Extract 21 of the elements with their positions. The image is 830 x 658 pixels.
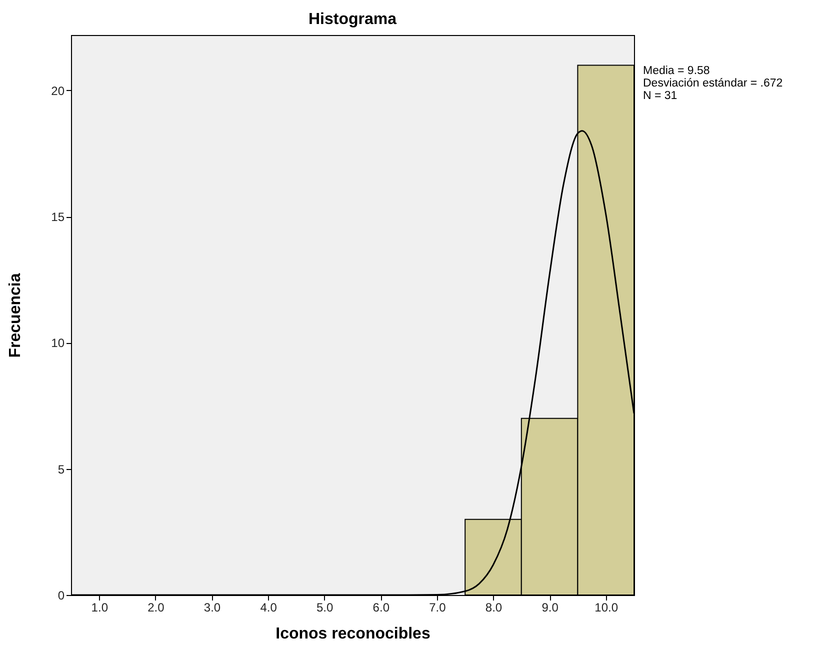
- chart-title: Histograma: [308, 11, 397, 28]
- text: Media = 9.58: [643, 65, 710, 77]
- x-tick-label: 7.0: [429, 600, 446, 614]
- text: N = 31: [643, 90, 678, 102]
- x-tick-label: 8.0: [485, 600, 502, 614]
- y-tick-label: 15: [51, 210, 65, 224]
- y-tick-label: 5: [58, 462, 65, 476]
- x-tick-label: 10.0: [594, 600, 618, 614]
- y-tick-label: 10: [51, 336, 65, 350]
- x-tick-label: 1.0: [91, 600, 108, 614]
- text: Desviación estándar = .672: [643, 78, 783, 90]
- y-axis-title: Frecuencia: [7, 273, 24, 358]
- x-tick-label: 9.0: [542, 600, 559, 614]
- y-tick-label: 20: [51, 84, 65, 98]
- x-tick-label: 5.0: [316, 600, 334, 614]
- y-tick-label: 0: [58, 588, 65, 602]
- x-tick-label: 2.0: [148, 600, 165, 614]
- x-tick-label: 6.0: [372, 600, 390, 614]
- x-tick-label: 3.0: [204, 600, 221, 614]
- x-axis-title: Iconos reconocibles: [276, 626, 430, 642]
- x-tick-label: 4.0: [260, 600, 278, 614]
